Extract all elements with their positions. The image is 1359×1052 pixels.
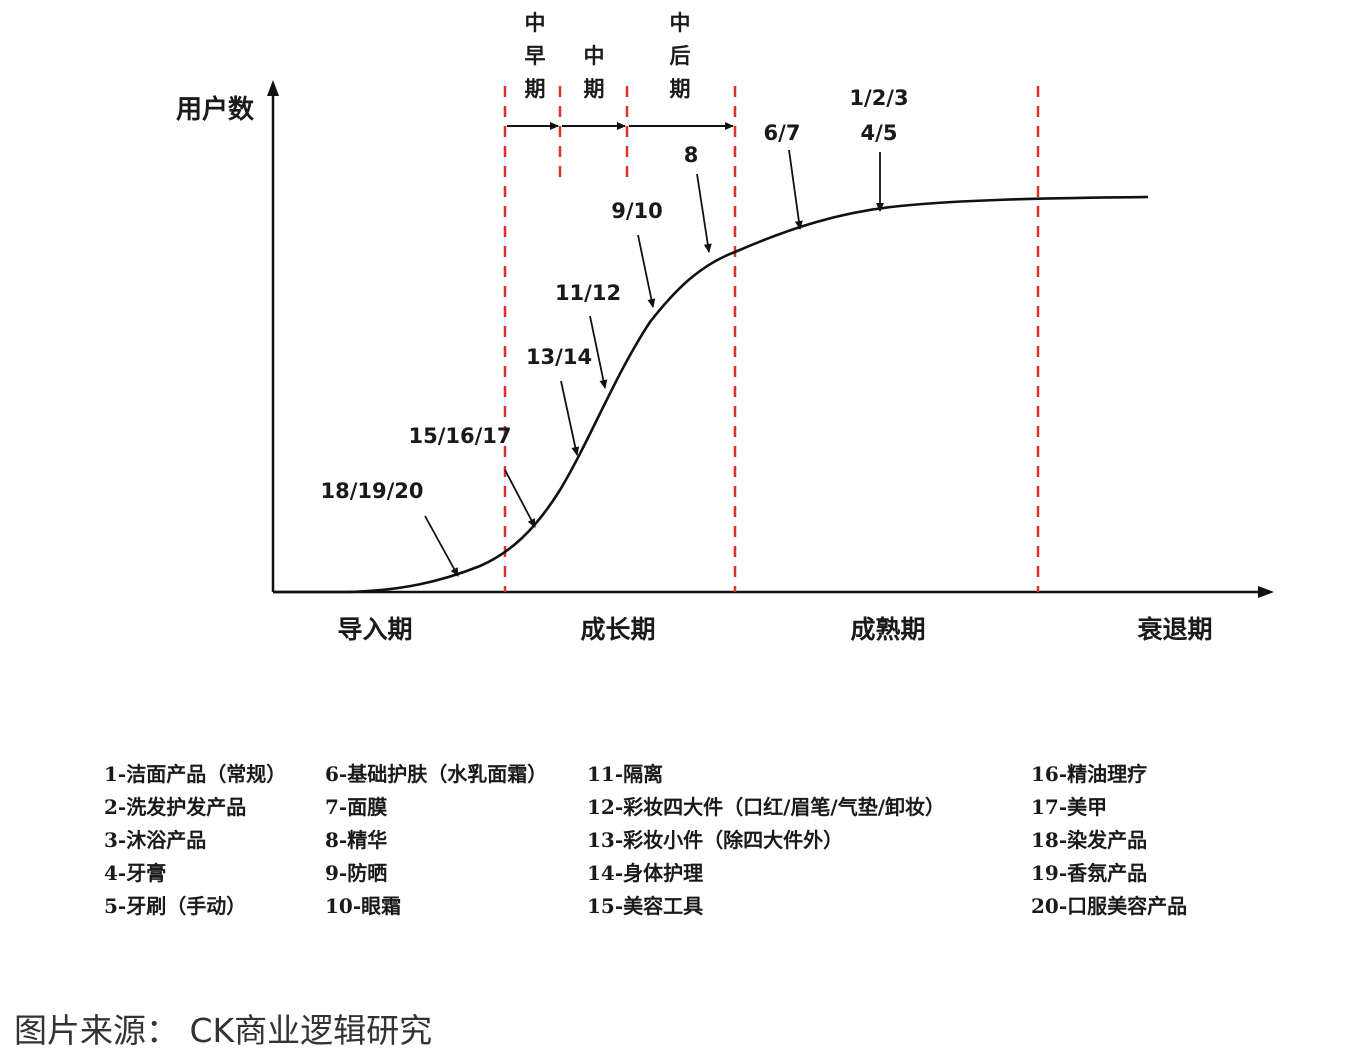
legend-column-4: 16-精油理疗 17-美甲 18-染发产品 19-香氛产品 20-口服美容产品: [1031, 758, 1187, 923]
legend-item: 20-口服美容产品: [1031, 894, 1188, 918]
subphase-labels: 中早期 中期 中后期: [525, 10, 691, 101]
phase-labels: 导入期 成长期 成熟期 衰退期: [337, 615, 1212, 644]
adoption-s-curve: [273, 195, 1149, 594]
curve-point-label: 13/14: [526, 345, 592, 369]
pointer-arrow: [424, 515, 459, 577]
phase-label-decline: 衰退期: [1136, 615, 1212, 644]
curve-point-label: 6/7: [764, 121, 801, 145]
legend-item: 7-面膜: [325, 795, 388, 819]
legend-item: 2-洗发护发产品: [104, 795, 247, 819]
curve-point-label: 11/12: [555, 281, 621, 305]
source-caption: 图片来源： CK商业逻辑研究: [14, 1011, 433, 1050]
legend-item: 17-美甲: [1031, 795, 1108, 819]
legend-column-2: 6-基础护肤（水乳面霜） 7-面膜 8-精华 9-防晒 10-眼霜: [325, 758, 547, 923]
x-axis-arrow-icon: [1258, 586, 1274, 598]
legend-item: 11-隔离: [587, 762, 664, 786]
y-axis-title: 用户数: [176, 94, 255, 125]
curve-point-label: 8: [684, 143, 699, 167]
legend-item: 12-彩妆四大件（口红/眉笔/气垫/卸妆）: [587, 795, 946, 819]
legend-item: 9-防晒: [325, 861, 388, 885]
legend-item: 19-香氛产品: [1031, 861, 1148, 885]
legend-item: 14-身体护理: [587, 861, 704, 885]
pointer-arrow: [560, 380, 580, 456]
pointer-arrow: [589, 315, 608, 389]
curve-point-label: 4/5: [861, 121, 898, 145]
legend-item: 6-基础护肤（水乳面霜）: [325, 762, 548, 786]
legend-column-1: 1-洁面产品（常规） 2-洗发护发产品 3-沐浴产品 4-牙膏 5-牙刷（手动）: [104, 758, 286, 923]
legend-item: 15-美容工具: [587, 894, 704, 918]
pointer-arrow: [788, 149, 803, 230]
y-axis-arrow-icon: [267, 80, 279, 96]
subphase-label-mid-late: 中后期: [670, 10, 691, 101]
legend-item: 4-牙膏: [104, 861, 167, 885]
legend-item: 13-彩妆小件（除四大件外）: [587, 828, 844, 852]
phase-label-mature: 成熟期: [850, 615, 925, 644]
phase-label-intro: 导入期: [337, 615, 412, 644]
legend-item: 10-眼霜: [325, 894, 402, 918]
pointer-arrow: [504, 469, 536, 528]
legend-column-3: 11-隔离 12-彩妆四大件（口红/眉笔/气垫/卸妆） 13-彩妆小件（除四大件…: [587, 758, 945, 923]
curve-point-label: 15/16/17: [408, 424, 511, 448]
curve-point-label: 9/10: [611, 199, 663, 223]
legend-item: 1-洁面产品（常规）: [104, 762, 287, 786]
subphase-label-middle: 中期: [584, 43, 605, 101]
legend-item: 5-牙刷（手动）: [104, 894, 247, 918]
product-lifecycle-diagram: 用户数 中早期 中期 中后期 18/19/20 15/16/17 13/14 11/12 9…: [176, 10, 1274, 644]
legend-item: 8-精华: [325, 828, 388, 852]
legend-item: 18-染发产品: [1031, 828, 1148, 852]
curve-point-label: 1/2/3: [849, 86, 908, 110]
curve-point-label: 18/19/20: [320, 479, 423, 503]
curve-point-labels: 18/19/20 15/16/17 13/14 11/12 9/10 8 6/7 1/2/3 4…: [320, 86, 908, 503]
pointer-arrow: [637, 234, 656, 308]
phase-label-growth: 成长期: [580, 615, 655, 644]
pointer-arrows: [424, 149, 884, 577]
pointer-arrow: [696, 173, 712, 253]
legend-item: 16-精油理疗: [1031, 762, 1148, 786]
legend-item: 3-沐浴产品: [104, 828, 207, 852]
subphase-label-mid-early: 中早期: [525, 10, 546, 101]
